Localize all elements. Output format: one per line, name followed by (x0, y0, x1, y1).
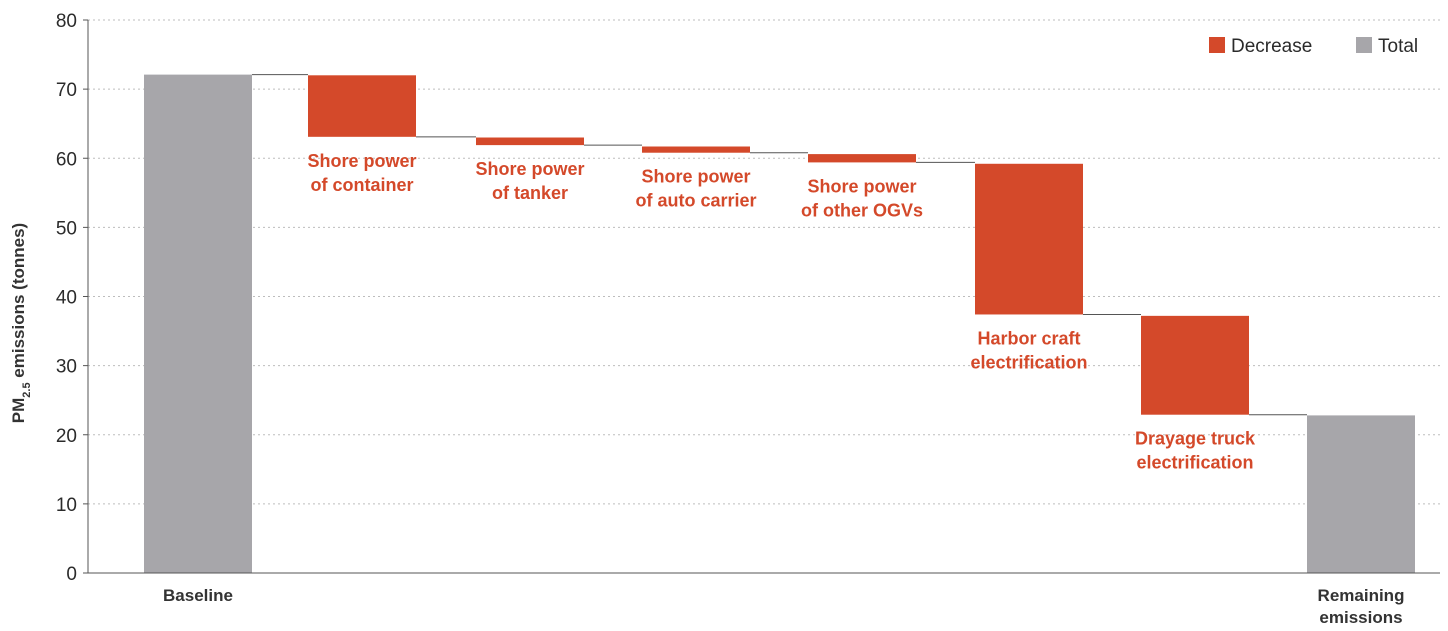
y-tick-label-0: 0 (66, 564, 77, 585)
y-tick-label-50: 50 (56, 218, 77, 239)
legend: Decrease Total (1209, 36, 1418, 57)
y-axis-title-rest: emissions (tonnes) (9, 223, 28, 383)
bar-label-line-3-1: of auto carrier (635, 191, 756, 211)
y-tick-label-30: 30 (56, 357, 77, 378)
bar-label-6: Drayage truck electrification (1135, 429, 1256, 473)
bar-label-1: Shore power of container (307, 151, 416, 195)
y-tick-label-10: 10 (56, 495, 77, 516)
bar-label-line-2-0: Shore power (475, 159, 584, 179)
bar-decrease-5 (975, 163, 1083, 315)
bar-label-7: Remaining emissions (1318, 586, 1405, 627)
bar-label-0: Baseline (163, 586, 233, 605)
y-tick-label-80: 80 (56, 11, 77, 32)
axes: 0 10 20 30 40 50 60 70 80 (56, 11, 1440, 585)
y-axis-title-subscript: 2.5 (21, 382, 33, 397)
bar-label-line-1-1: of container (310, 175, 413, 195)
bar-label-line-5-0: Harbor craft (977, 328, 1080, 348)
legend-swatch-total (1356, 37, 1372, 53)
bar-label-4: Shore power of other OGVs (801, 176, 923, 220)
bar-label-line-0-0: Baseline (163, 586, 233, 605)
y-tick-label-40: 40 (56, 288, 77, 309)
bar-label-line-5-1: electrification (970, 352, 1087, 372)
bar-label-line-4-0: Shore power (807, 176, 916, 196)
bar-decrease-4 (808, 154, 916, 163)
y-axis-title-main: PM (9, 398, 28, 424)
bar-decrease-2 (476, 137, 584, 146)
legend-swatch-decrease (1209, 37, 1225, 53)
bar-decrease-1 (308, 75, 416, 137)
y-axis-title: PM2.5 emissions (tonnes) (9, 223, 33, 423)
bar-label-3: Shore power of auto carrier (635, 167, 756, 211)
bars (144, 74, 1415, 573)
y-tick-label-70: 70 (56, 80, 77, 101)
bar-label-2: Shore power of tanker (475, 159, 584, 203)
bar-label-line-3-0: Shore power (641, 167, 750, 187)
bar-decrease-6 (1141, 315, 1249, 415)
bar-label-line-1-0: Shore power (307, 151, 416, 171)
connectors (252, 74, 1307, 416)
legend-label-decrease: Decrease (1231, 36, 1312, 57)
bar-label-line-6-1: electrification (1136, 453, 1253, 473)
bar-label-line-6-0: Drayage truck (1135, 429, 1256, 449)
y-tick-label-60: 60 (56, 149, 77, 170)
bar-total-7 (1307, 415, 1415, 573)
bar-decrease-3 (642, 146, 750, 153)
y-tick-label-20: 20 (56, 426, 77, 447)
bar-label-line-7-1: emissions (1319, 608, 1402, 627)
bar-label-line-4-1: of other OGVs (801, 200, 923, 220)
bar-label-line-2-1: of tanker (492, 183, 568, 203)
bar-total-0 (144, 74, 252, 573)
bar-label-5: Harbor craft electrification (970, 328, 1087, 372)
bar-label-line-7-0: Remaining (1318, 586, 1405, 605)
legend-label-total: Total (1378, 36, 1418, 57)
